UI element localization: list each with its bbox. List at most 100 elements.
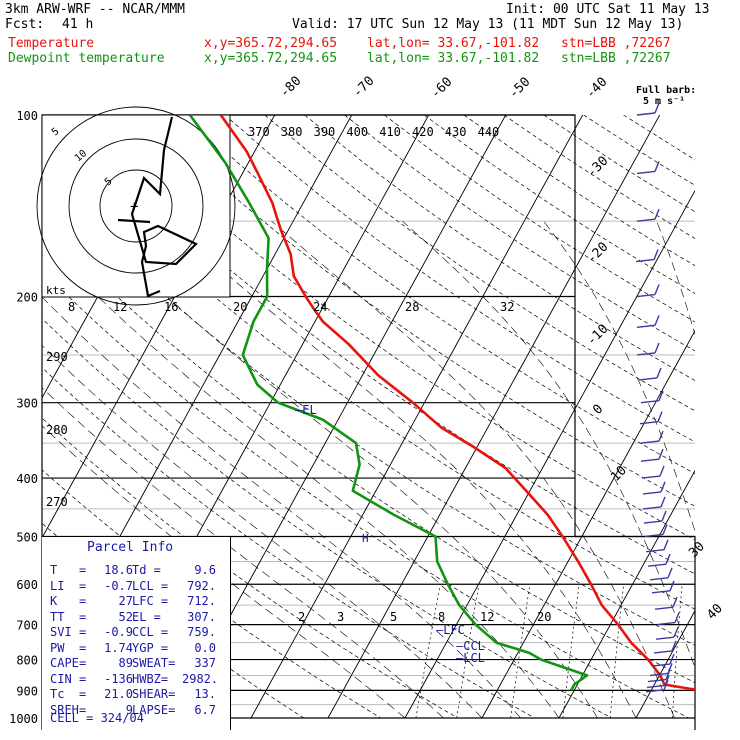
moist-adiabat [271,220,675,719]
wind-barb-staff [640,400,660,404]
dry-adiabat [583,115,695,186]
wind-barb-staff [635,258,655,263]
xy-readout-red: x,y=365.72,294.65 [204,36,338,51]
dry-adiabat [42,223,695,684]
wind-barb-staff [654,606,674,610]
wind-barb-staff [647,678,667,683]
moist-adiabat [42,239,560,719]
wind-barb-flag [663,679,669,691]
legend-dewpoint: Dewpoint temperature [8,51,165,66]
wind-barb-staff [646,684,666,689]
station-readout-green: stn=LBB ,72267 [561,51,671,66]
dry-adiabat [42,318,612,719]
pressure-tick-label: 100 [16,109,38,123]
dry-adiabat [264,115,695,412]
parcel-equals: = [79,640,87,655]
barb-legend-title: Full barb: [636,85,697,96]
wind-barb-flag [654,161,660,172]
parcel-field-value: 759. [187,625,216,639]
parcel-field-label: PW [50,640,65,655]
wind-barb-staff [638,377,658,381]
mixing-ratio-line [672,584,683,719]
parcel-field-value: 792. [187,578,216,593]
wind-barb-staff [640,458,660,462]
height-label: 290 [46,350,68,364]
wind-barb-staff [644,533,664,538]
parcel-level-marker: —LFC [436,623,465,637]
wind-barb-flag [662,524,668,535]
mixing-ratio-line [609,584,625,719]
parcel-info-title: Parcel Info [87,540,174,555]
isotherm-label: -70 [350,74,377,101]
wind-barb-staff [639,420,659,425]
hodograph-unit: kts [46,284,66,297]
parcel-equals: = [79,563,87,577]
speed-tick-label: 12 [113,300,127,314]
pressure-tick-label: 900 [16,684,38,698]
theta-label: 380 [281,125,303,139]
wind-barb-staff [649,577,669,581]
isotherm-label: 30 [686,539,708,561]
parcel-equals: = [79,656,87,670]
height-label: 270 [46,495,68,509]
theta-label: 430 [445,125,467,139]
wind-barb-flag [654,102,660,114]
moist-adiabat [42,387,444,719]
wind-barb-staff [647,563,667,567]
wind-barb-flag [656,367,662,379]
model-title: 3km ARW-WRF -- NCAR/MMM [5,2,186,17]
xy-readout-green: x,y=365.72,294.65 [204,51,338,66]
mixing-ratio-line [562,584,580,719]
hodograph-ring [99,169,173,243]
dry-adiabat [224,115,695,443]
hodograph-ring-label: 5 [103,176,115,188]
dry-adiabat [65,115,695,575]
isotherm [558,469,695,719]
moist-adiabat [87,220,598,719]
wind-barb-staff [636,352,656,356]
isotherm [481,329,695,719]
wind-barb-staff [649,672,669,677]
moist-adiabat [543,221,695,532]
parcel-equals: = [79,702,87,717]
dry-adiabat [42,132,695,610]
mixing-ratio-label: 12 [480,610,494,624]
wind-barb-flag [653,249,659,260]
temperature-profile [219,115,695,691]
dry-adiabat [42,270,689,719]
pressure-tick-label: 200 [16,291,38,305]
isotherm-label: -30 [584,154,611,181]
wind-barb-staff [645,549,665,553]
parcel-field-value: -136 [104,671,133,686]
profile-curves [188,115,695,692]
hodograph-ring [68,138,204,274]
dry-adiabat [543,115,695,213]
parcel-field-label: SWEAT= [132,656,176,670]
parcel-field-value: 6.7 [194,702,216,717]
parcel-cell: CELL = 324/04 [50,711,144,725]
wind-barb-flag [672,596,678,608]
parcel-field-label: Tc [50,687,65,701]
hodograph-trace-seg [117,218,151,224]
parcel-field-label: Td = [132,563,161,577]
wind-barb-staff [640,440,660,444]
isotherm-label: -20 [584,240,611,267]
wind-barb-flag [665,669,671,680]
parcel-equals: = [79,609,87,624]
isotherm [713,115,740,718]
parcel-equals: = [79,625,87,639]
forecast-hour: 41 h [62,17,94,32]
wind-barb-flag [658,448,664,460]
wind-barb-staff [651,663,671,667]
latlon-readout-red: lat,lon= 33.67,-101.82 [367,36,540,51]
wind-barb-flag [674,612,680,623]
dry-adiabat [344,115,695,352]
wind-barb-staff [655,636,675,640]
height-label: 280 [46,423,68,437]
parcel-field-label: SREH [50,702,79,717]
isotherm [635,609,695,719]
moist-adiabat [42,296,521,719]
wind-barb-flag [658,390,664,401]
